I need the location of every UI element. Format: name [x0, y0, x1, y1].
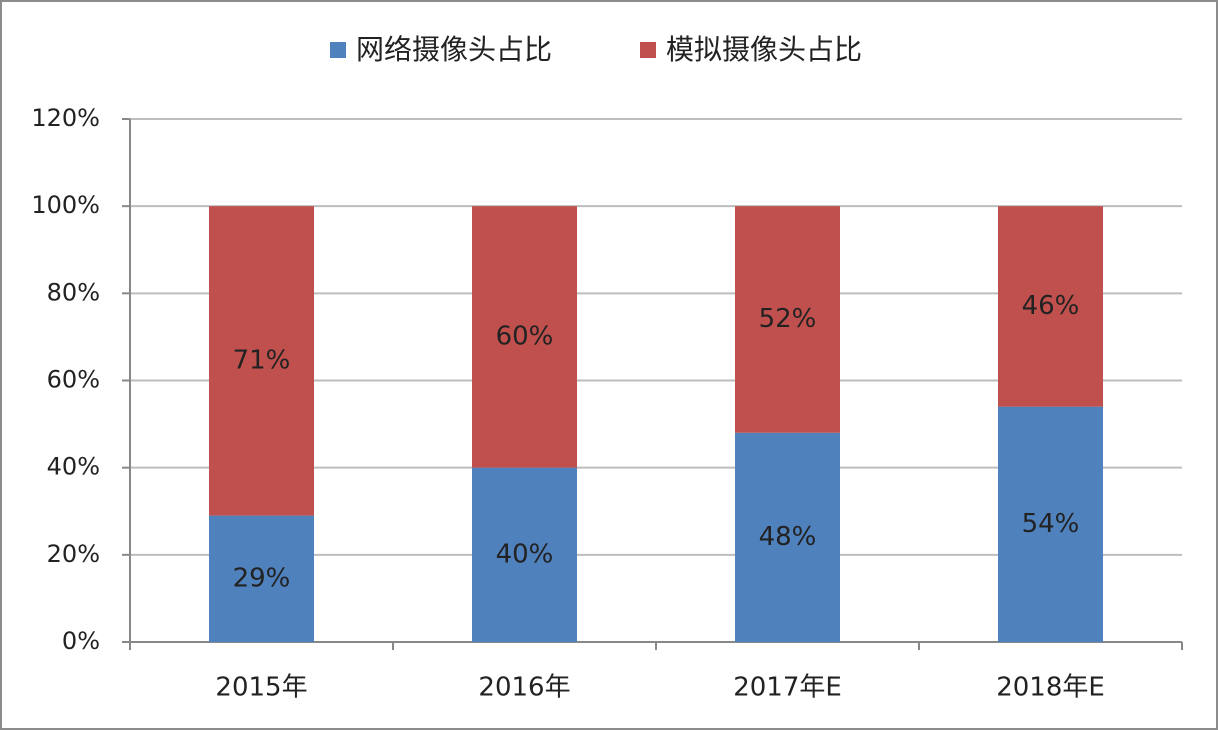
y-tick-label: 120%: [31, 104, 100, 132]
bar-segment: [472, 206, 577, 468]
bar-segment: [998, 406, 1103, 642]
x-tick-label: 2018年E: [996, 673, 1105, 703]
bar-segment: [998, 206, 1103, 407]
bar-segment: [735, 206, 840, 433]
data-label: 29%: [233, 563, 291, 593]
y-tick-label: 20%: [47, 540, 100, 568]
x-tick-label: 2017年E: [733, 673, 842, 703]
data-label: 52%: [759, 304, 817, 334]
bar-segment: [209, 515, 314, 642]
bar-segment: [472, 467, 577, 642]
y-tick-label: 0%: [62, 627, 100, 655]
data-label: 40%: [496, 539, 554, 569]
legend-swatch: [330, 42, 346, 58]
data-label: 71%: [233, 345, 291, 375]
y-tick-label: 60%: [47, 366, 100, 394]
y-tick-label: 40%: [47, 453, 100, 481]
x-tick-label: 2016年: [478, 673, 570, 703]
data-label: 54%: [1022, 509, 1080, 539]
bar-segment: [209, 206, 314, 516]
data-label: 60%: [496, 321, 554, 351]
legend-label: 网络摄像头占比: [356, 33, 552, 66]
data-label: 48%: [759, 522, 817, 552]
legend-swatch: [640, 42, 656, 58]
y-tick-label: 100%: [31, 191, 100, 219]
y-tick-label: 80%: [47, 278, 100, 306]
x-tick-label: 2015年: [215, 673, 307, 703]
legend-label: 模拟摄像头占比: [666, 33, 862, 66]
bar-segment: [735, 432, 840, 642]
data-label: 46%: [1022, 291, 1080, 321]
